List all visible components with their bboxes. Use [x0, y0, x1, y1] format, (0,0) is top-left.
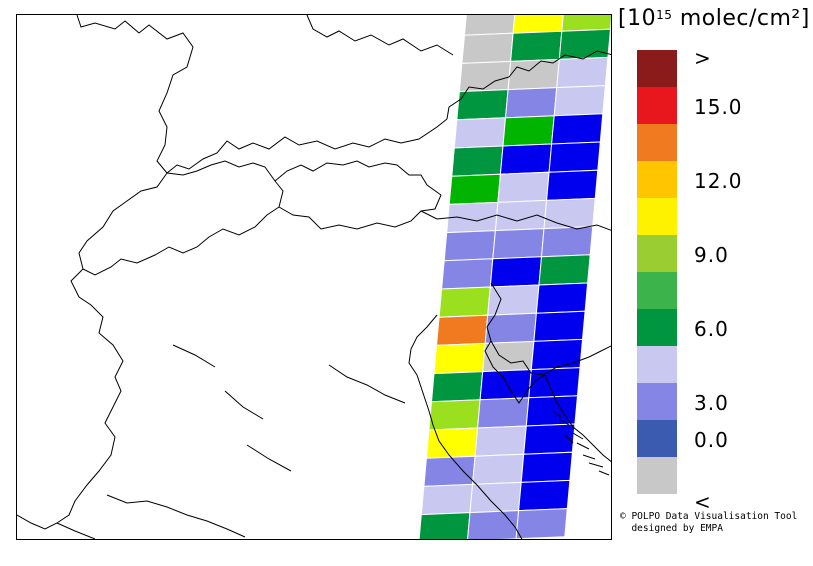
swath-pixel	[533, 310, 586, 342]
satellite-swath	[418, 15, 611, 539]
legend-swatch	[637, 50, 677, 87]
legend-tick-label: 12.0	[694, 168, 743, 193]
swath-pixel	[433, 342, 486, 375]
swath-pixel	[499, 143, 553, 175]
swath-pixel	[528, 367, 581, 399]
border-france-north	[76, 15, 448, 174]
swath-pixel	[489, 256, 543, 288]
legend-tick-label: <	[694, 490, 712, 514]
country-borders	[17, 15, 611, 539]
legend-unit-suffix: molec/cm²]	[672, 6, 810, 31]
swath-pixel	[453, 117, 507, 149]
swath-pixel	[443, 230, 496, 262]
legend-tick-label: 6.0	[694, 316, 729, 341]
swath-pixel	[497, 171, 550, 203]
swath-pixel	[435, 314, 489, 346]
legend-unit-exponent: 15	[656, 8, 673, 22]
coast-croatia	[544, 374, 611, 463]
coast-ligurian	[106, 494, 246, 538]
swath-pixel	[546, 169, 599, 201]
swath-pixel	[520, 451, 573, 483]
border-austria-italy	[420, 210, 611, 231]
swath-pixel	[471, 453, 525, 485]
swath-pixel	[538, 254, 591, 286]
swath-pixel	[515, 508, 568, 539]
swath-pixel	[535, 282, 589, 314]
legend-swatch	[637, 161, 677, 198]
legend-tick-label: >	[694, 46, 712, 70]
coast-adriatic-north	[408, 314, 523, 539]
swath-pixel	[482, 340, 535, 373]
border-france-italy	[17, 268, 124, 530]
swath-pixel	[543, 197, 596, 230]
swath-pixel	[451, 145, 504, 177]
swath-pixel	[558, 28, 611, 60]
legend-swatch	[637, 457, 677, 494]
swath-pixel	[523, 423, 576, 455]
border-italy-slovenia	[486, 282, 611, 376]
swath-pixel	[425, 427, 479, 459]
swath-pixel	[553, 85, 606, 117]
swath-pixel	[474, 425, 527, 457]
legend-swatch	[637, 309, 677, 346]
legend-tick-label: 9.0	[694, 242, 729, 267]
legend-swatch	[637, 235, 677, 272]
border-germany-north	[306, 15, 454, 56]
swath-pixel	[518, 479, 571, 512]
legend-unit-prefix: [10	[618, 6, 657, 31]
legend-swatch	[637, 87, 677, 124]
map-canvas	[17, 15, 611, 539]
credit-line-1: © POLPO Data Visualisation Tool	[620, 511, 798, 522]
swath-pixel	[512, 15, 564, 34]
legend-swatch	[637, 198, 677, 235]
swath-pixel	[438, 286, 491, 318]
map-panel	[16, 14, 612, 540]
swath-pixel	[420, 483, 474, 516]
legend-swatch	[637, 420, 677, 457]
swath-pixel	[477, 397, 530, 429]
legend-swatch	[637, 383, 677, 420]
swath-pixel	[507, 58, 560, 91]
legend-swatch	[637, 272, 677, 309]
swath-pixel	[556, 56, 609, 89]
swath-pixel	[492, 228, 545, 260]
swath-pixel	[530, 338, 584, 371]
legend-tick-label: 15.0	[694, 94, 743, 119]
credit-text: © POLPO Data Visualisation Tool designed…	[620, 511, 797, 535]
border-switzerland	[78, 160, 284, 276]
swath-pixel	[540, 226, 594, 258]
swath-pixel	[502, 115, 555, 147]
legend-swatch	[637, 124, 677, 161]
legend-swatch	[637, 346, 677, 383]
swath-pixel	[548, 141, 601, 173]
swath-pixel	[448, 173, 501, 205]
border-switzerland-east	[274, 160, 442, 230]
legend-tick-label: 3.0	[694, 390, 729, 415]
swath-pixel	[430, 371, 484, 403]
swath-pixel	[461, 32, 514, 64]
islands-croatia	[552, 410, 610, 476]
credit-line-2: designed by EMPA	[631, 523, 723, 534]
swath-pixel	[561, 15, 611, 32]
coast-istria	[484, 340, 546, 404]
legend-tick-label: 0.0	[694, 427, 729, 452]
swath-pixel	[469, 481, 522, 514]
swath-pixel	[504, 87, 558, 119]
legend-unit-label: [1015 molec/cm²]	[618, 6, 810, 31]
border-italy-internal	[56, 344, 406, 539]
swath-pixel	[441, 258, 494, 290]
swath-pixel	[467, 510, 520, 539]
swath-pixel	[551, 113, 604, 145]
swath-pixel	[423, 455, 476, 487]
border-germany-austria	[446, 50, 611, 120]
swath-pixel	[418, 512, 471, 539]
legend-color-bar	[637, 50, 677, 494]
swath-pixel	[428, 399, 481, 431]
swath-pixel	[510, 30, 563, 62]
swath-pixel	[463, 15, 516, 36]
